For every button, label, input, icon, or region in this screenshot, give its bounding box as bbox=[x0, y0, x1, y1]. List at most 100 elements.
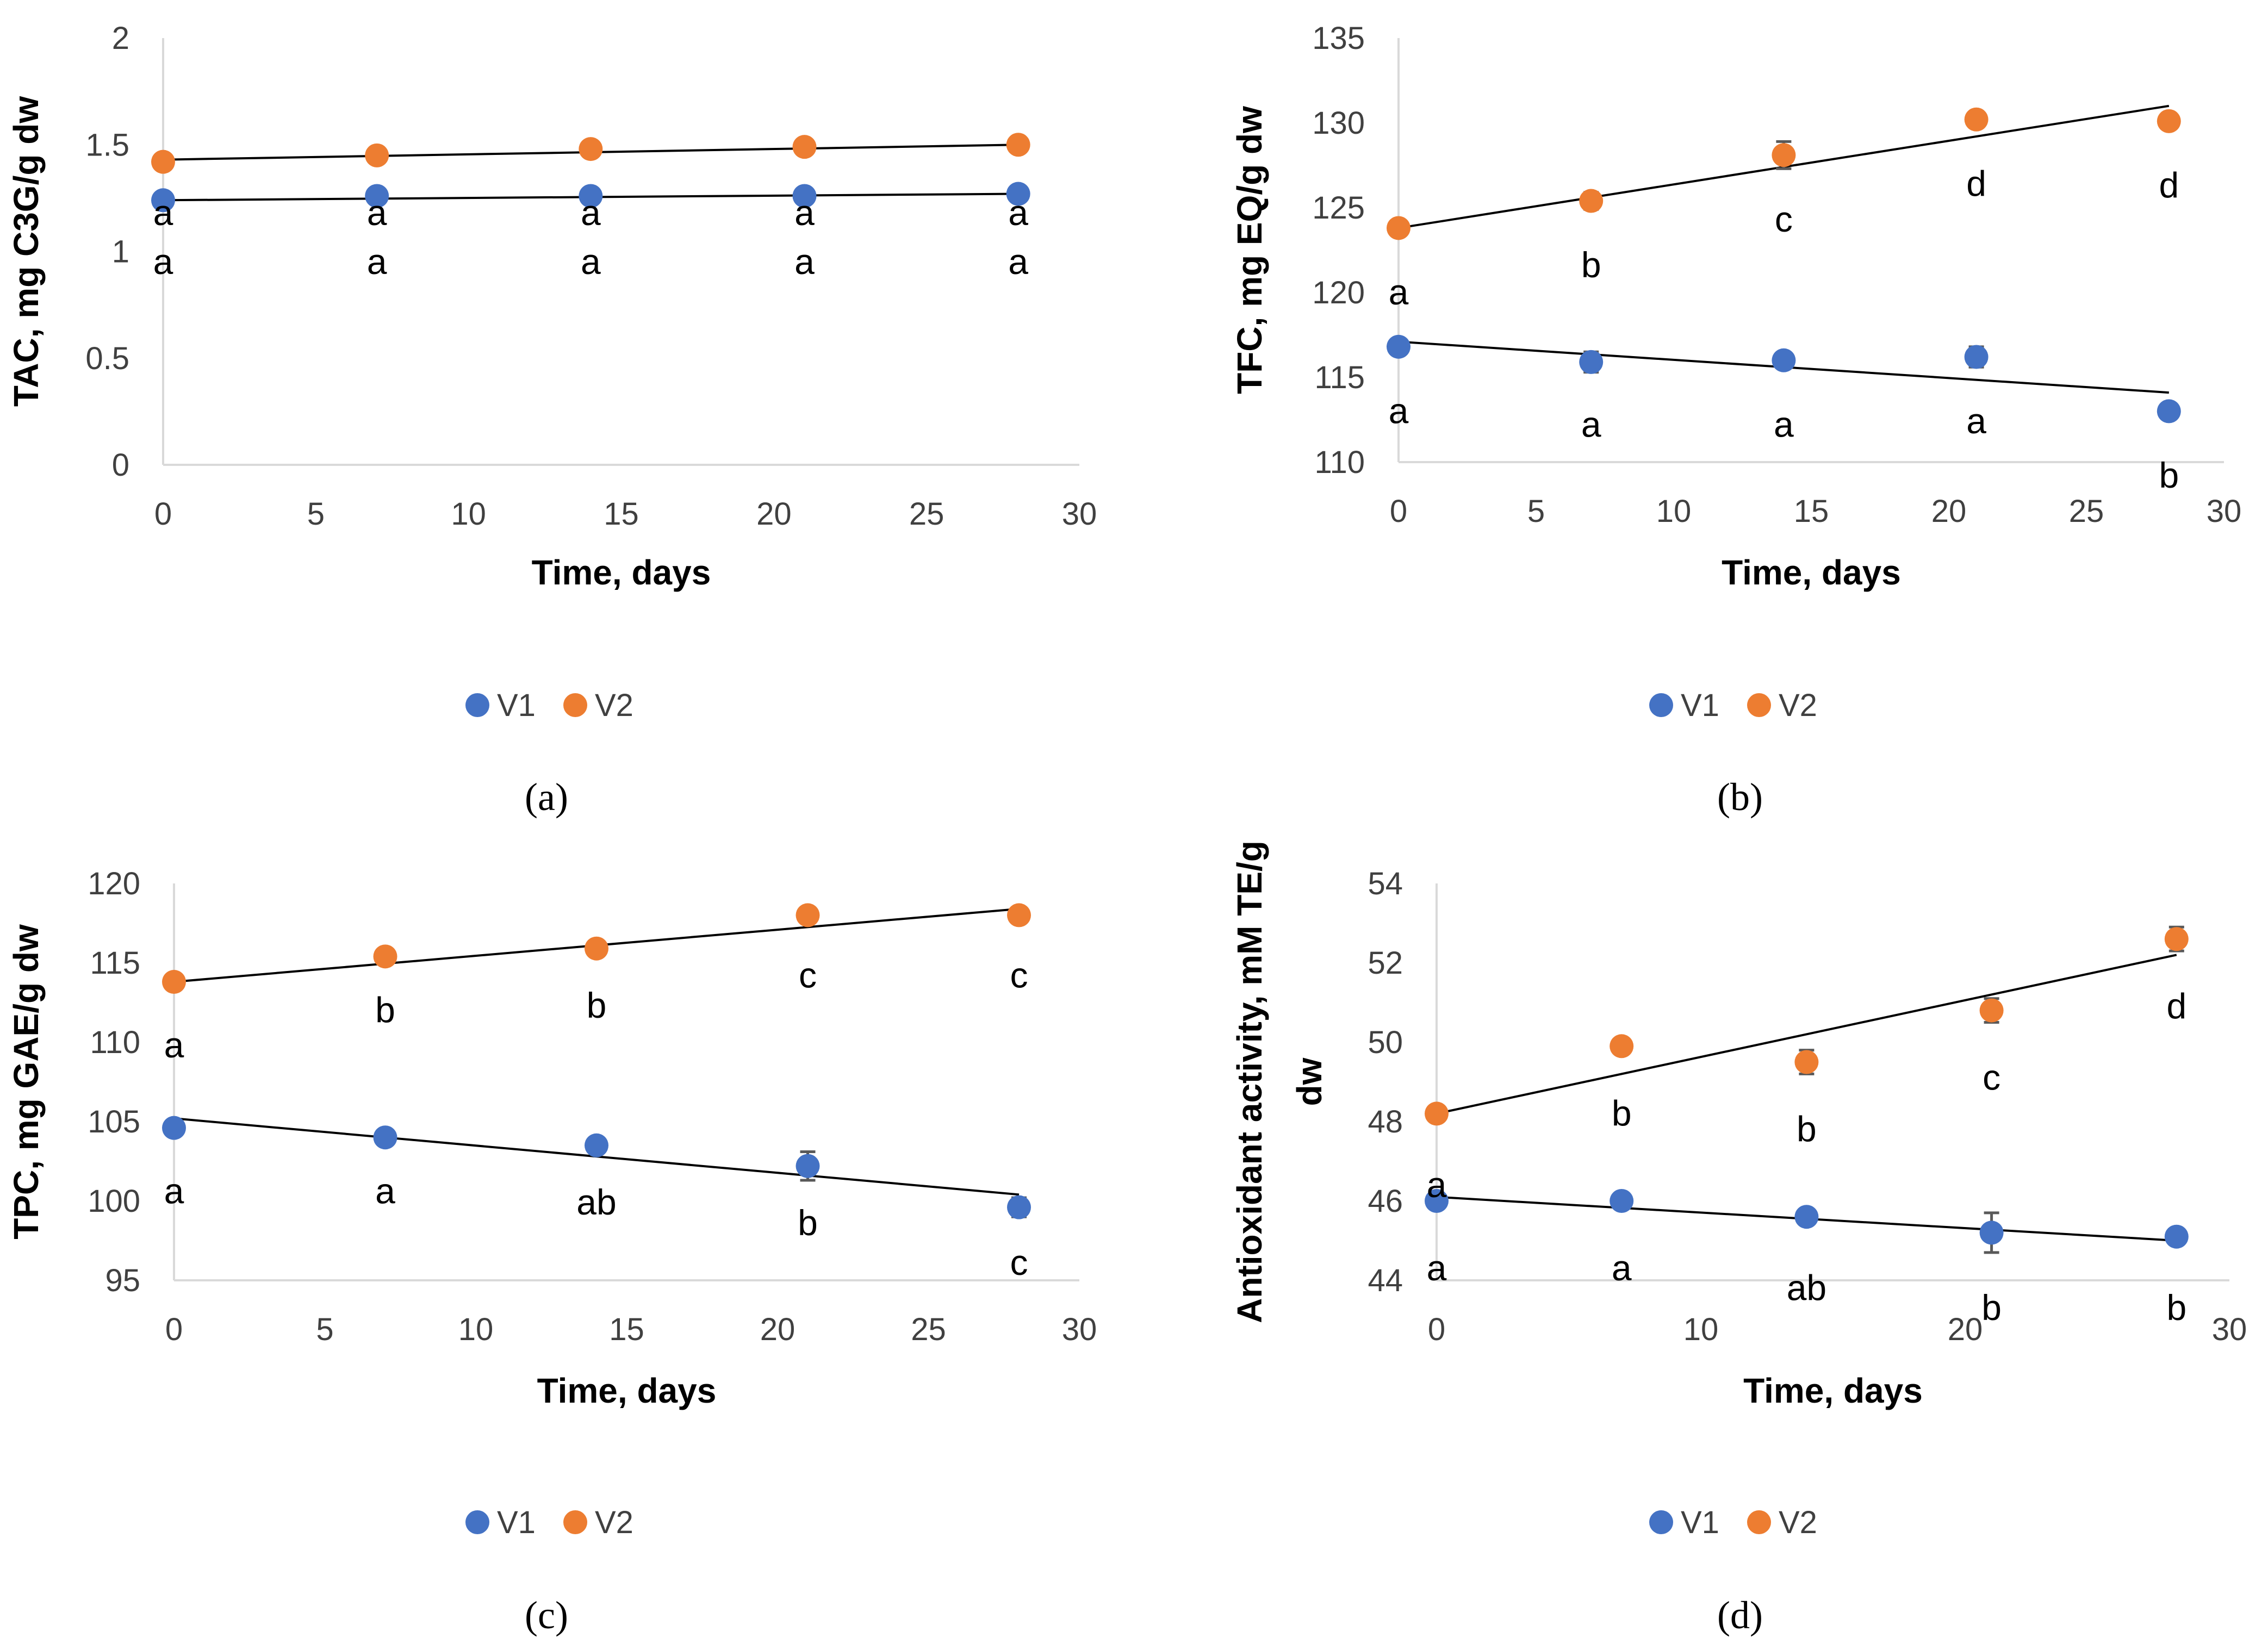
significance-letter: a bbox=[164, 1025, 184, 1065]
data-point-v2 bbox=[579, 137, 603, 161]
data-point-v1 bbox=[792, 184, 817, 208]
x-axis-title: Time, days bbox=[1743, 1371, 1923, 1410]
data-point-v2 bbox=[1006, 133, 1030, 157]
significance-letter: a bbox=[1008, 192, 1028, 233]
significance-letter: a bbox=[1389, 272, 1409, 312]
significance-letter: b bbox=[2166, 1287, 2186, 1328]
y-tick-label: 1.5 bbox=[85, 127, 129, 163]
y-tick-label: 100 bbox=[88, 1184, 140, 1219]
legend-marker-v2 bbox=[1747, 693, 1771, 717]
panel-label: (c) bbox=[525, 1593, 568, 1637]
legend-label-v2: V2 bbox=[1779, 688, 1817, 723]
significance-letter: c bbox=[799, 955, 817, 995]
y-tick-label: 48 bbox=[1368, 1104, 1403, 1140]
significance-letter: a bbox=[375, 1170, 395, 1211]
y-tick-label: 1 bbox=[112, 234, 129, 270]
significance-letter: a bbox=[153, 192, 173, 233]
y-axis-title: TAC, mg C3G/g dw bbox=[7, 96, 46, 407]
legend-marker-v2 bbox=[1747, 1510, 1771, 1534]
data-point-v2 bbox=[1772, 143, 1796, 167]
legend-label-v2: V2 bbox=[595, 1505, 633, 1540]
y-axis-title: TPC, mg GAE/g dw bbox=[7, 924, 46, 1240]
legend: V1 V2 bbox=[465, 1505, 633, 1540]
legend-marker-v1 bbox=[465, 693, 489, 717]
legend-marker-v1 bbox=[1649, 1510, 1673, 1534]
legend-label-v1: V1 bbox=[497, 688, 536, 723]
x-tick-label: 25 bbox=[911, 1312, 946, 1347]
x-tick-label: 20 bbox=[1948, 1312, 1983, 1347]
significance-letter: c bbox=[1775, 199, 1793, 239]
y-tick-label: 110 bbox=[1315, 445, 1365, 480]
data-point-v2 bbox=[2157, 109, 2181, 133]
x-axis-title: Time, days bbox=[532, 553, 711, 592]
significance-letter: a bbox=[1774, 404, 1794, 444]
y-tick-label: 46 bbox=[1368, 1184, 1403, 1219]
significance-letter: a bbox=[794, 241, 815, 282]
legend-label-v2: V2 bbox=[1779, 1505, 1817, 1540]
x-tick-label: 15 bbox=[609, 1312, 644, 1347]
data-point-v2 bbox=[151, 150, 175, 174]
y-tick-label: 50 bbox=[1368, 1025, 1403, 1060]
data-point-v1 bbox=[579, 184, 603, 208]
significance-letter: ab bbox=[1787, 1268, 1826, 1308]
significance-letter: b bbox=[587, 985, 607, 1025]
significance-letter: c bbox=[1010, 955, 1028, 995]
data-point-v2 bbox=[1007, 903, 1031, 927]
data-point-v2 bbox=[1610, 1034, 1634, 1059]
y-tick-label: 135 bbox=[1312, 21, 1365, 56]
x-tick-label: 0 bbox=[165, 1312, 183, 1347]
data-point-v1 bbox=[1007, 1195, 1031, 1219]
data-point-v1 bbox=[2157, 399, 2181, 424]
significance-letter: a bbox=[581, 241, 601, 282]
y-tick-label: 115 bbox=[90, 945, 140, 981]
y-tick-label: 2 bbox=[112, 21, 129, 56]
x-tick-label: 25 bbox=[909, 496, 945, 532]
legend-label-v1: V1 bbox=[1681, 1505, 1719, 1540]
data-point-v1 bbox=[1610, 1189, 1634, 1213]
y-tick-label: 0.5 bbox=[85, 341, 129, 376]
panel-b: 110 115 120 125 130 135 0 5 10 15 20 25 30 Time, days… bbox=[1230, 21, 2241, 819]
y-tick-label: 110 bbox=[90, 1025, 140, 1060]
x-tick-label: 30 bbox=[1062, 496, 1097, 532]
significance-letter: c bbox=[1983, 1057, 2000, 1098]
data-point-v1 bbox=[585, 1133, 608, 1157]
x-tick-label: 25 bbox=[2069, 494, 2104, 529]
data-point-v2 bbox=[585, 936, 608, 961]
significance-letter: d bbox=[1966, 163, 1986, 203]
x-tick-label: 10 bbox=[1683, 1312, 1719, 1347]
y-tick-label: 44 bbox=[1368, 1263, 1403, 1298]
legend-label-v1: V1 bbox=[497, 1505, 536, 1540]
x-tick-label: 5 bbox=[1527, 494, 1545, 529]
data-point-v2 bbox=[796, 903, 820, 927]
data-point-v1 bbox=[365, 184, 389, 208]
legend-marker-v1 bbox=[465, 1510, 489, 1534]
data-point-v1 bbox=[1772, 348, 1796, 372]
significance-letter: a bbox=[1427, 1248, 1447, 1288]
legend: V1 V2 bbox=[1649, 1505, 1817, 1540]
x-tick-label: 30 bbox=[2212, 1312, 2247, 1347]
legend-label-v1: V1 bbox=[1681, 688, 1719, 723]
data-point-v2 bbox=[1979, 998, 2004, 1023]
panel-c: 95 100 105 110 115 120 0 5 10 15 20 25 30 Time, days T… bbox=[7, 866, 1097, 1637]
data-point-v1 bbox=[796, 1154, 820, 1178]
legend-label-v2: V2 bbox=[595, 688, 633, 723]
y-tick-label: 115 bbox=[1315, 360, 1365, 395]
x-tick-label: 5 bbox=[307, 496, 325, 532]
data-point-v1 bbox=[1425, 1189, 1449, 1213]
legend-marker-v2 bbox=[563, 1510, 587, 1534]
significance-letter: ab bbox=[576, 1182, 616, 1222]
x-axis-title: Time, days bbox=[537, 1371, 717, 1410]
significance-letter: a bbox=[1581, 404, 1601, 444]
x-tick-label: 10 bbox=[1656, 494, 1692, 529]
data-point-v2 bbox=[1579, 189, 1604, 213]
significance-letter: d bbox=[2159, 165, 2179, 205]
significance-letter: a bbox=[1966, 401, 1986, 441]
significance-letter: a bbox=[794, 192, 815, 233]
data-point-v1 bbox=[1794, 1205, 1819, 1229]
data-point-v1 bbox=[1579, 350, 1604, 374]
data-point-v2 bbox=[2164, 927, 2189, 951]
x-tick-label: 10 bbox=[458, 1312, 494, 1347]
legend-marker-v1 bbox=[1649, 693, 1673, 717]
